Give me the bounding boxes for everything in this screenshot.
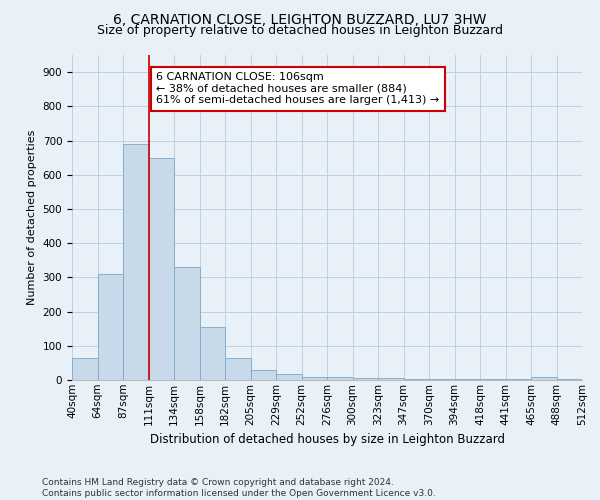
Bar — [251, 370, 276, 380]
X-axis label: Distribution of detached houses by size in Leighton Buzzard: Distribution of detached houses by size … — [149, 433, 505, 446]
Bar — [353, 378, 378, 380]
Bar — [327, 378, 353, 380]
Text: 6, CARNATION CLOSE, LEIGHTON BUZZARD, LU7 3HW: 6, CARNATION CLOSE, LEIGHTON BUZZARD, LU… — [113, 12, 487, 26]
Text: Contains HM Land Registry data © Crown copyright and database right 2024.
Contai: Contains HM Land Registry data © Crown c… — [42, 478, 436, 498]
Bar — [455, 379, 480, 380]
Bar — [378, 378, 404, 380]
Bar — [149, 158, 174, 380]
Bar — [276, 374, 302, 380]
Bar — [531, 376, 557, 380]
Bar — [404, 378, 429, 380]
Bar — [302, 376, 327, 380]
Text: 6 CARNATION CLOSE: 106sqm
← 38% of detached houses are smaller (884)
61% of semi: 6 CARNATION CLOSE: 106sqm ← 38% of detac… — [156, 72, 439, 106]
Bar — [72, 358, 97, 380]
Bar — [429, 379, 455, 380]
Text: Size of property relative to detached houses in Leighton Buzzard: Size of property relative to detached ho… — [97, 24, 503, 37]
Bar — [123, 144, 149, 380]
Bar — [225, 358, 251, 380]
Y-axis label: Number of detached properties: Number of detached properties — [27, 130, 37, 305]
Bar — [97, 274, 123, 380]
Bar — [199, 327, 225, 380]
Bar — [174, 267, 199, 380]
